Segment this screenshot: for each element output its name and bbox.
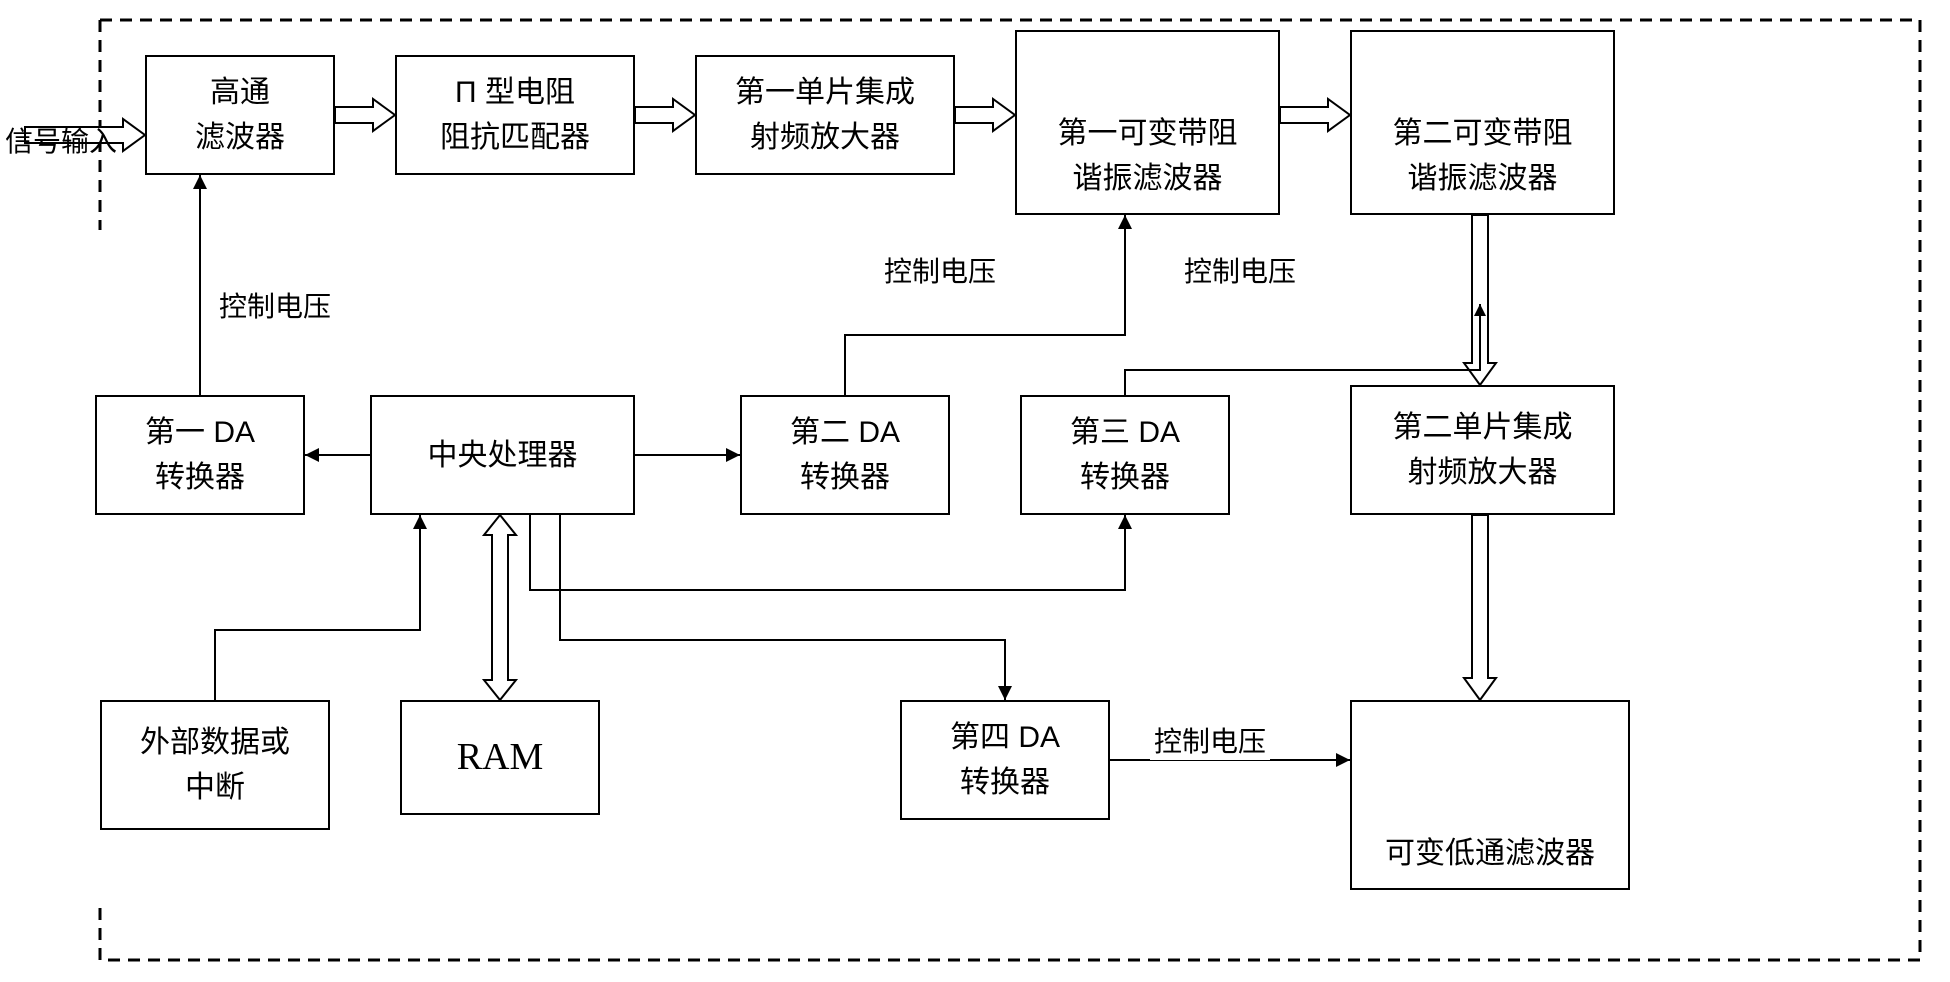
node-ram: RAM — [400, 700, 600, 815]
node-da2: 第二 DA转换器 — [740, 395, 950, 515]
node-bsr2-line1: 谐振滤波器 — [1408, 156, 1558, 201]
node-pi-line0: П 型电阻 — [455, 70, 575, 115]
node-amp1: 第一单片集成射频放大器 — [695, 55, 955, 175]
node-hp-line1: 滤波器 — [195, 115, 285, 160]
node-bsr1: 第一可变带阻谐振滤波器 — [1015, 30, 1280, 215]
node-da4-line0: 第四 DA — [950, 715, 1060, 760]
edge-label-cv2: 控制电压 — [880, 250, 1000, 290]
node-bsr2-line0: 第二可变带阻 — [1393, 111, 1573, 156]
node-hp: 高通滤波器 — [145, 55, 335, 175]
node-amp1-line0: 第一单片集成 — [735, 70, 915, 115]
signal-input-label: 信号输入 — [5, 120, 117, 160]
node-amp2-line1: 射频放大器 — [1408, 450, 1558, 495]
node-bsr1-line0: 第一可变带阻 — [1058, 111, 1238, 156]
node-cpu: 中央处理器 — [370, 395, 635, 515]
node-da1: 第一 DA转换器 — [95, 395, 305, 515]
node-da4-line1: 转换器 — [960, 760, 1050, 805]
node-ext: 外部数据或中断 — [100, 700, 330, 830]
edge-label-cv1: 控制电压 — [215, 285, 335, 325]
diagram-canvas: 高通滤波器П 型电阻阻抗匹配器第一单片集成射频放大器第一可变带阻谐振滤波器第二可… — [0, 0, 1950, 982]
node-da2-line0: 第二 DA — [790, 410, 900, 455]
edge-label-cv3: 控制电压 — [1180, 250, 1300, 290]
node-da2-line1: 转换器 — [800, 455, 890, 500]
node-ext-line1: 中断 — [185, 765, 245, 810]
node-vlpf-line0: 可变低通滤波器 — [1385, 831, 1595, 876]
node-cpu-line0: 中央处理器 — [428, 433, 578, 478]
node-da1-line0: 第一 DA — [145, 410, 255, 455]
node-amp2-line0: 第二单片集成 — [1393, 405, 1573, 450]
node-da3-line0: 第三 DA — [1070, 410, 1180, 455]
node-da3: 第三 DA转换器 — [1020, 395, 1230, 515]
node-hp-line0: 高通 — [210, 70, 270, 115]
node-da3-line1: 转换器 — [1080, 455, 1170, 500]
edge-label-cv4: 控制电压 — [1150, 720, 1270, 760]
node-amp2: 第二单片集成射频放大器 — [1350, 385, 1615, 515]
node-da1-line1: 转换器 — [155, 455, 245, 500]
node-ram-line0: RAM — [457, 729, 544, 786]
node-pi-line1: 阻抗匹配器 — [440, 115, 590, 160]
node-bsr2: 第二可变带阻谐振滤波器 — [1350, 30, 1615, 215]
node-da4: 第四 DA转换器 — [900, 700, 1110, 820]
node-vlpf: 可变低通滤波器 — [1350, 700, 1630, 890]
node-ext-line0: 外部数据或 — [140, 720, 290, 765]
node-bsr1-line1: 谐振滤波器 — [1073, 156, 1223, 201]
node-pi: П 型电阻阻抗匹配器 — [395, 55, 635, 175]
node-amp1-line1: 射频放大器 — [750, 115, 900, 160]
